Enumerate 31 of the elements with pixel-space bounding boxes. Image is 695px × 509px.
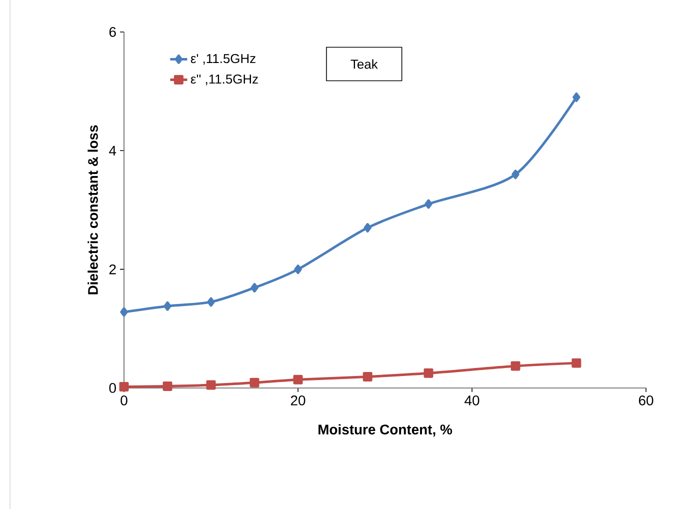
point — [206, 380, 216, 390]
x-tick-label: 60 — [638, 395, 654, 406]
point — [250, 378, 260, 388]
point — [424, 199, 432, 209]
legend-label: ε' ,11.5GHz — [190, 54, 256, 65]
x-axis-title: Moisture Content, % — [318, 424, 452, 436]
point — [424, 368, 434, 378]
point — [207, 297, 215, 307]
x-tick-label: 20 — [290, 395, 306, 406]
y-tick-label: 4 — [109, 146, 116, 156]
x-tick-label: 0 — [120, 395, 128, 406]
legend-label: ε'' ,11.5GHz — [190, 74, 258, 86]
x-tick-label: 40 — [464, 395, 480, 406]
point — [512, 170, 520, 180]
point — [164, 301, 172, 311]
y-tick-label: 2 — [109, 264, 116, 274]
point — [294, 264, 302, 274]
point — [364, 223, 372, 233]
y-axis-title: Dielectric constant & loss — [88, 125, 98, 294]
point — [250, 282, 258, 292]
y-tick-label: 0 — [109, 383, 116, 393]
point — [362, 372, 372, 382]
y-tick-label: 6 — [109, 27, 116, 37]
point — [572, 358, 582, 368]
annotation: Teak — [350, 59, 378, 69]
point — [572, 92, 580, 102]
point — [510, 361, 520, 371]
point — [119, 382, 129, 392]
point — [293, 374, 303, 384]
point — [162, 381, 172, 391]
point — [120, 307, 128, 317]
